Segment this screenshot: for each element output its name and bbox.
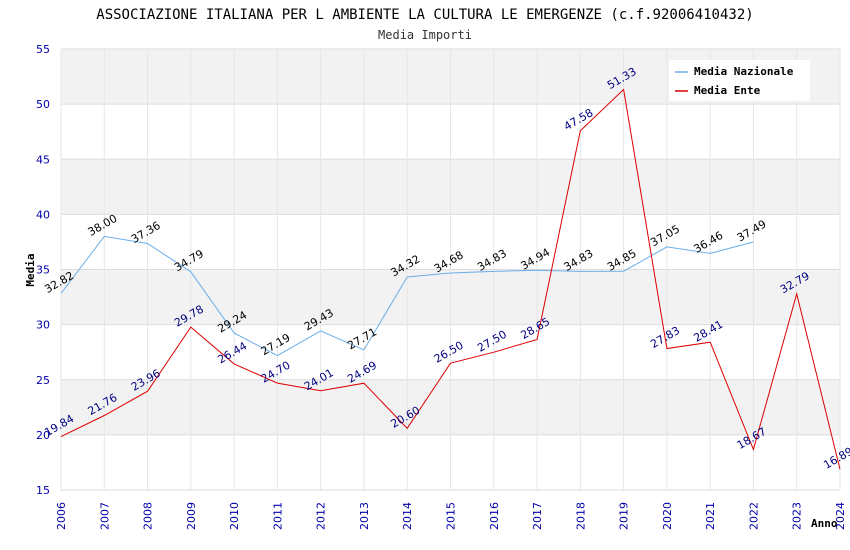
x-tick-label: 2023 (791, 502, 804, 530)
x-tick-label: 2012 (315, 502, 328, 530)
x-tick-label: 2006 (55, 502, 68, 530)
y-tick-label: 45 (36, 153, 50, 166)
x-tick-label: 2015 (445, 502, 458, 530)
series-lines (60, 88, 841, 470)
x-tick-label: 2018 (574, 502, 587, 530)
x-tick-label: 2019 (618, 502, 631, 530)
chart-title: ASSOCIAZIONE ITALIANA PER L AMBIENTE LA … (96, 7, 753, 23)
y-tick-label: 50 (36, 98, 50, 111)
x-tick-label: 2011 (271, 502, 284, 530)
y-tick-label: 35 (36, 264, 50, 277)
series-line-ente (60, 88, 841, 470)
chart-subtitle: Media Importi (378, 28, 472, 42)
y-tick-label: 15 (36, 484, 50, 497)
x-tick-label: 2009 (185, 502, 198, 530)
x-tick-label: 2024 (834, 502, 847, 530)
x-tick-label: 2020 (661, 502, 674, 530)
legend-label-ente: Media Ente (694, 84, 761, 97)
y-tick-label: 20 (36, 429, 50, 442)
x-tick-label: 2010 (228, 502, 241, 530)
x-tick-label: 2014 (401, 502, 414, 530)
x-tick-label: 2007 (98, 502, 111, 530)
x-axis-label: Anno (811, 517, 838, 530)
x-tick-label: 2017 (531, 502, 544, 530)
legend: Media Nazionale Media Ente (669, 60, 810, 101)
y-tick-label: 30 (36, 319, 50, 332)
x-tick-label: 2021 (704, 502, 717, 530)
x-tick-label: 2022 (747, 502, 760, 530)
series-line-nazionale (60, 235, 754, 357)
gridlines (60, 48, 841, 491)
y-tick-label: 55 (36, 43, 50, 56)
x-tick-label: 2013 (358, 502, 371, 530)
legend-label-nazionale: Media Nazionale (694, 65, 794, 78)
x-tick-label: 2016 (488, 502, 501, 530)
legend-box (669, 60, 810, 101)
y-axis-ticks: 15 20 25 30 35 40 45 50 55 (36, 43, 50, 497)
y-axis-label: Media (24, 253, 37, 286)
x-tick-label: 2008 (142, 502, 155, 530)
y-tick-label: 25 (36, 374, 50, 387)
x-axis-ticks: 2006 2007 2008 2009 2010 2011 2012 2013 2014 2015… (55, 502, 847, 530)
y-tick-label: 40 (36, 208, 50, 221)
